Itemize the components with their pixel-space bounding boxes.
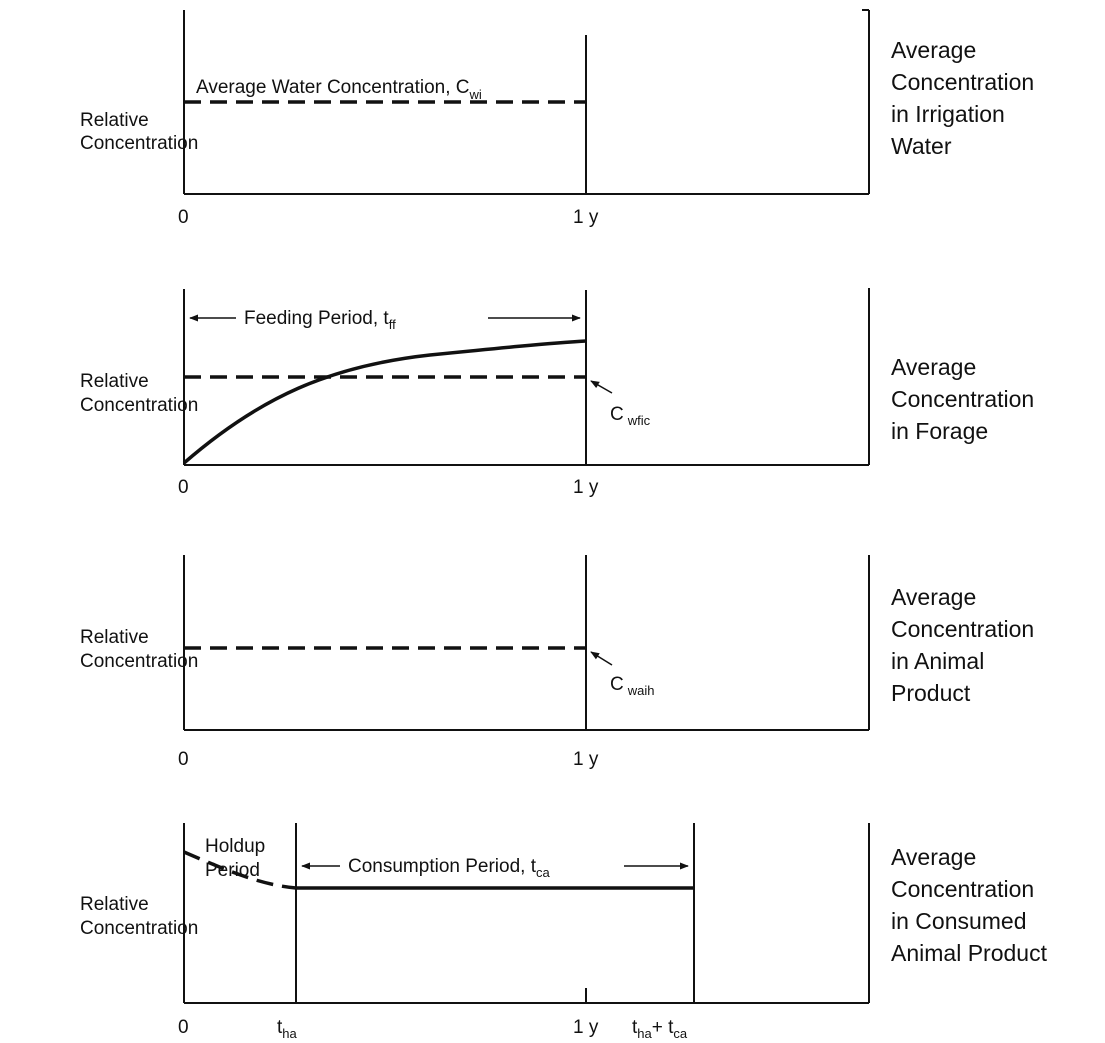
consumption-period-label: Consumption Period, tca (348, 856, 551, 880)
panel-title-line-3: in Animal (891, 648, 984, 674)
panel-title-line-4: Water (891, 133, 952, 159)
panel-title-line-3: in Forage (891, 418, 988, 444)
average-water-concentration-label: Average Water Concentration, Cwi (196, 77, 482, 102)
x-tick-one-year: 1 y (573, 1017, 599, 1038)
panel-title-line-2: Concentration (891, 386, 1034, 412)
panel-irrigation-water: Relative Concentration Average Water Con… (80, 9, 1034, 228)
panel-title-line-3: in Consumed (891, 908, 1027, 934)
x-tick-zero: 0 (178, 477, 189, 498)
feeding-period-label: Feeding Period, tff (244, 308, 396, 332)
y-axis-label-line-2: Concentration (80, 918, 198, 939)
consumption-period-label-bg (340, 852, 624, 878)
forage-concentration-curve (182, 339, 587, 465)
waih-pointer-arrow (590, 651, 613, 666)
panel-title-line-2: Concentration (891, 69, 1034, 95)
panel-title-line-1: Average (891, 844, 976, 870)
panel-title-line-1: Average (891, 354, 976, 380)
x-tick-one-year: 1 y (573, 207, 599, 228)
wfic-pointer-arrow (590, 380, 613, 394)
panel-title-line-4: Animal Product (891, 940, 1048, 966)
y-axis-label-line-1: Relative (80, 894, 149, 915)
x-tick-zero: 0 (178, 1017, 189, 1038)
panel-title-line-2: Concentration (891, 876, 1034, 902)
y-axis-label-line-1: Relative (80, 110, 149, 131)
y-axis-label-line-1: Relative (80, 627, 149, 648)
holdup-decay-curve (183, 850, 297, 890)
panel-title-line-3: in Irrigation (891, 101, 1005, 127)
y-axis-label-line-1: Relative (80, 371, 149, 392)
panel-consumed-animal-product: Relative Concentration Holdup Period Con… (80, 823, 1048, 1041)
panel-title-line-1: Average (891, 37, 976, 63)
x-tick-tha-plus-tca: tha+ tca (632, 1017, 688, 1041)
panel-title-line-1: Average (891, 584, 976, 610)
panel-title-line-2: Concentration (891, 616, 1034, 642)
panel-title-line-4: Product (891, 680, 971, 706)
y-axis-label-line-2: Concentration (80, 133, 198, 154)
x-tick-one-year: 1 y (573, 477, 599, 498)
y-axis-label-line-2: Concentration (80, 395, 198, 416)
feeding-period-label-bg (236, 304, 488, 330)
x-tick-zero: 0 (178, 749, 189, 770)
x-tick-zero: 0 (178, 207, 189, 228)
panel-forage: Relative Concentration Feeding Period, t… (80, 288, 1034, 498)
x-tick-tha: tha (277, 1017, 298, 1041)
y-axis-label-line-2: Concentration (80, 651, 198, 672)
holdup-period-label-line-1: Holdup (205, 836, 265, 857)
x-tick-one-year: 1 y (573, 749, 599, 770)
